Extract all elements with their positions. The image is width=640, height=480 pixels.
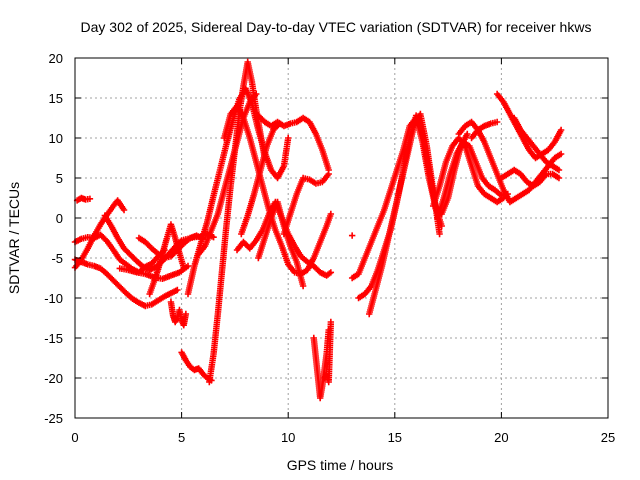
y-tick-label: -20: [44, 371, 63, 386]
series-s24: [348, 114, 445, 282]
y-tick-label: -10: [44, 291, 63, 306]
x-tick-label: 5: [178, 430, 185, 445]
series-s21: [321, 318, 335, 386]
x-tick-label: 25: [601, 430, 615, 445]
y-tick-label: 5: [56, 171, 63, 186]
series-s13: [255, 112, 332, 174]
y-axis-label: SDTVAR / TECUs: [6, 182, 22, 294]
series-s9: [178, 349, 215, 384]
data-point: [325, 170, 332, 178]
data-point: [327, 269, 335, 276]
series-s30: [493, 90, 565, 162]
series-s22: [348, 232, 356, 239]
series-s12: [221, 102, 335, 278]
data-point: [285, 134, 292, 142]
data-point: [493, 118, 501, 126]
x-tick-label: 20: [494, 430, 508, 445]
data-point: [276, 120, 283, 127]
data-points: [71, 58, 565, 402]
series-s31: [510, 114, 563, 174]
series-s18: [195, 90, 260, 258]
series-s16: [255, 198, 307, 290]
series-s17: [238, 120, 283, 238]
x-tick-label: 10: [281, 430, 295, 445]
data-point: [464, 130, 471, 138]
data-point: [120, 206, 128, 214]
chart-title: Day 302 of 2025, Sidereal Day-to-day VTE…: [81, 19, 592, 35]
data-point: [182, 310, 190, 318]
series-s32: [498, 166, 563, 190]
y-tick-label: -5: [51, 251, 63, 266]
grid-lines: [75, 58, 608, 418]
data-point: [174, 286, 181, 294]
series-s25: [366, 110, 443, 318]
data-point: [327, 210, 335, 218]
axis-ticks: 0 5 10 15 20 25 -25 -20 -15 -10 -5 0 5 10 15 20: [44, 51, 615, 445]
series-s19: [135, 232, 207, 262]
data-point: [199, 235, 207, 242]
x-tick-label: 0: [71, 430, 78, 445]
data-point: [436, 230, 443, 238]
data-point: [180, 264, 187, 271]
plot-frame: [74, 57, 609, 419]
y-tick-label: 0: [56, 211, 63, 226]
data-point: [275, 121, 282, 129]
series-s4: [73, 194, 94, 204]
series-s8: [167, 298, 190, 329]
data-point: [555, 166, 563, 174]
y-tick-label: 15: [49, 91, 63, 106]
x-tick-label: 15: [388, 430, 402, 445]
data-point: [557, 150, 565, 158]
data-point: [327, 318, 335, 326]
series-s29: [468, 118, 501, 142]
data-point: [348, 232, 356, 239]
x-axis-label: GPS time / hours: [287, 457, 394, 473]
data-point: [557, 126, 565, 134]
y-tick-label: 20: [49, 51, 63, 66]
data-point: [253, 90, 260, 98]
data-point: [299, 282, 307, 290]
y-tick-label: -25: [44, 411, 63, 426]
data-point: [555, 174, 563, 182]
series-s11: [184, 85, 292, 298]
series-s27: [434, 138, 511, 222]
data-point: [86, 195, 94, 202]
y-tick-label: 10: [49, 131, 63, 146]
y-tick-label: -15: [44, 331, 63, 346]
